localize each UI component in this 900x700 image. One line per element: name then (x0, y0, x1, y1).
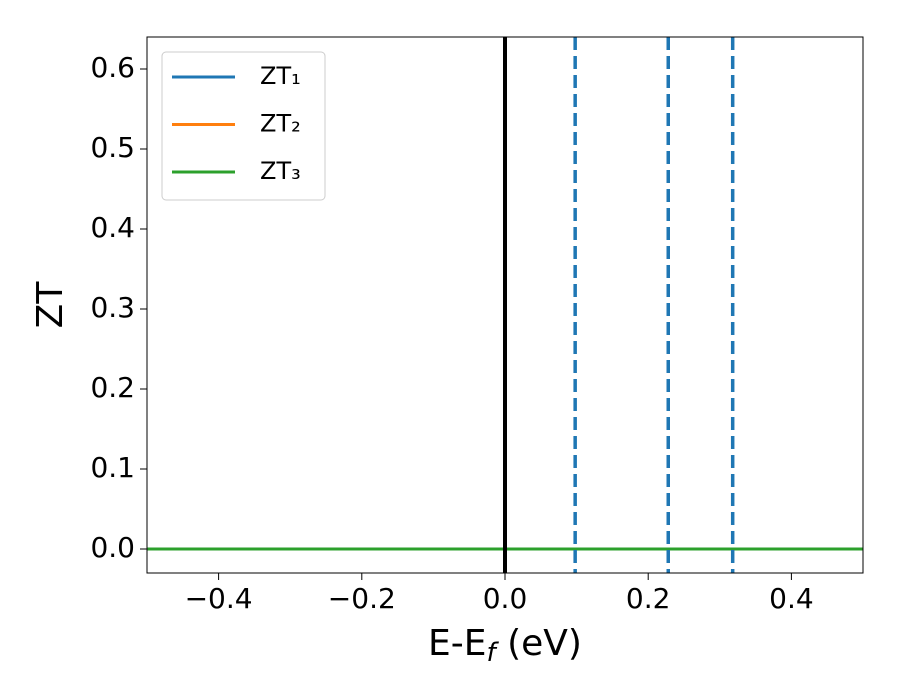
legend-label: ZT₃ (260, 157, 301, 185)
y-axis-label: ZT (30, 281, 71, 329)
y-tick-label: 0.0 (90, 531, 135, 564)
y-tick-label: 0.1 (90, 451, 135, 484)
y-tick-label: 0.6 (90, 51, 135, 84)
x-tick-label: −0.4 (185, 582, 253, 615)
legend-label: ZT₂ (260, 110, 301, 138)
y-tick-label: 0.5 (90, 131, 135, 164)
y-tick-label: 0.2 (90, 371, 135, 404)
x-tick-label: 0.2 (626, 582, 671, 615)
y-tick-label: 0.3 (90, 291, 135, 324)
x-tick-label: 0.4 (769, 582, 814, 615)
legend: ZT₁ ZT₂ ZT₃ (161, 51, 326, 201)
plot-frame (146, 36, 864, 574)
y-tick-label: 0.4 (90, 211, 135, 244)
legend-box (161, 51, 326, 201)
x-tick-label: 0.0 (483, 582, 528, 615)
legend-label: ZT₁ (260, 62, 301, 90)
x-tick-label: −0.2 (328, 582, 396, 615)
x-axis-label: E-Ef (eV) (428, 623, 582, 668)
